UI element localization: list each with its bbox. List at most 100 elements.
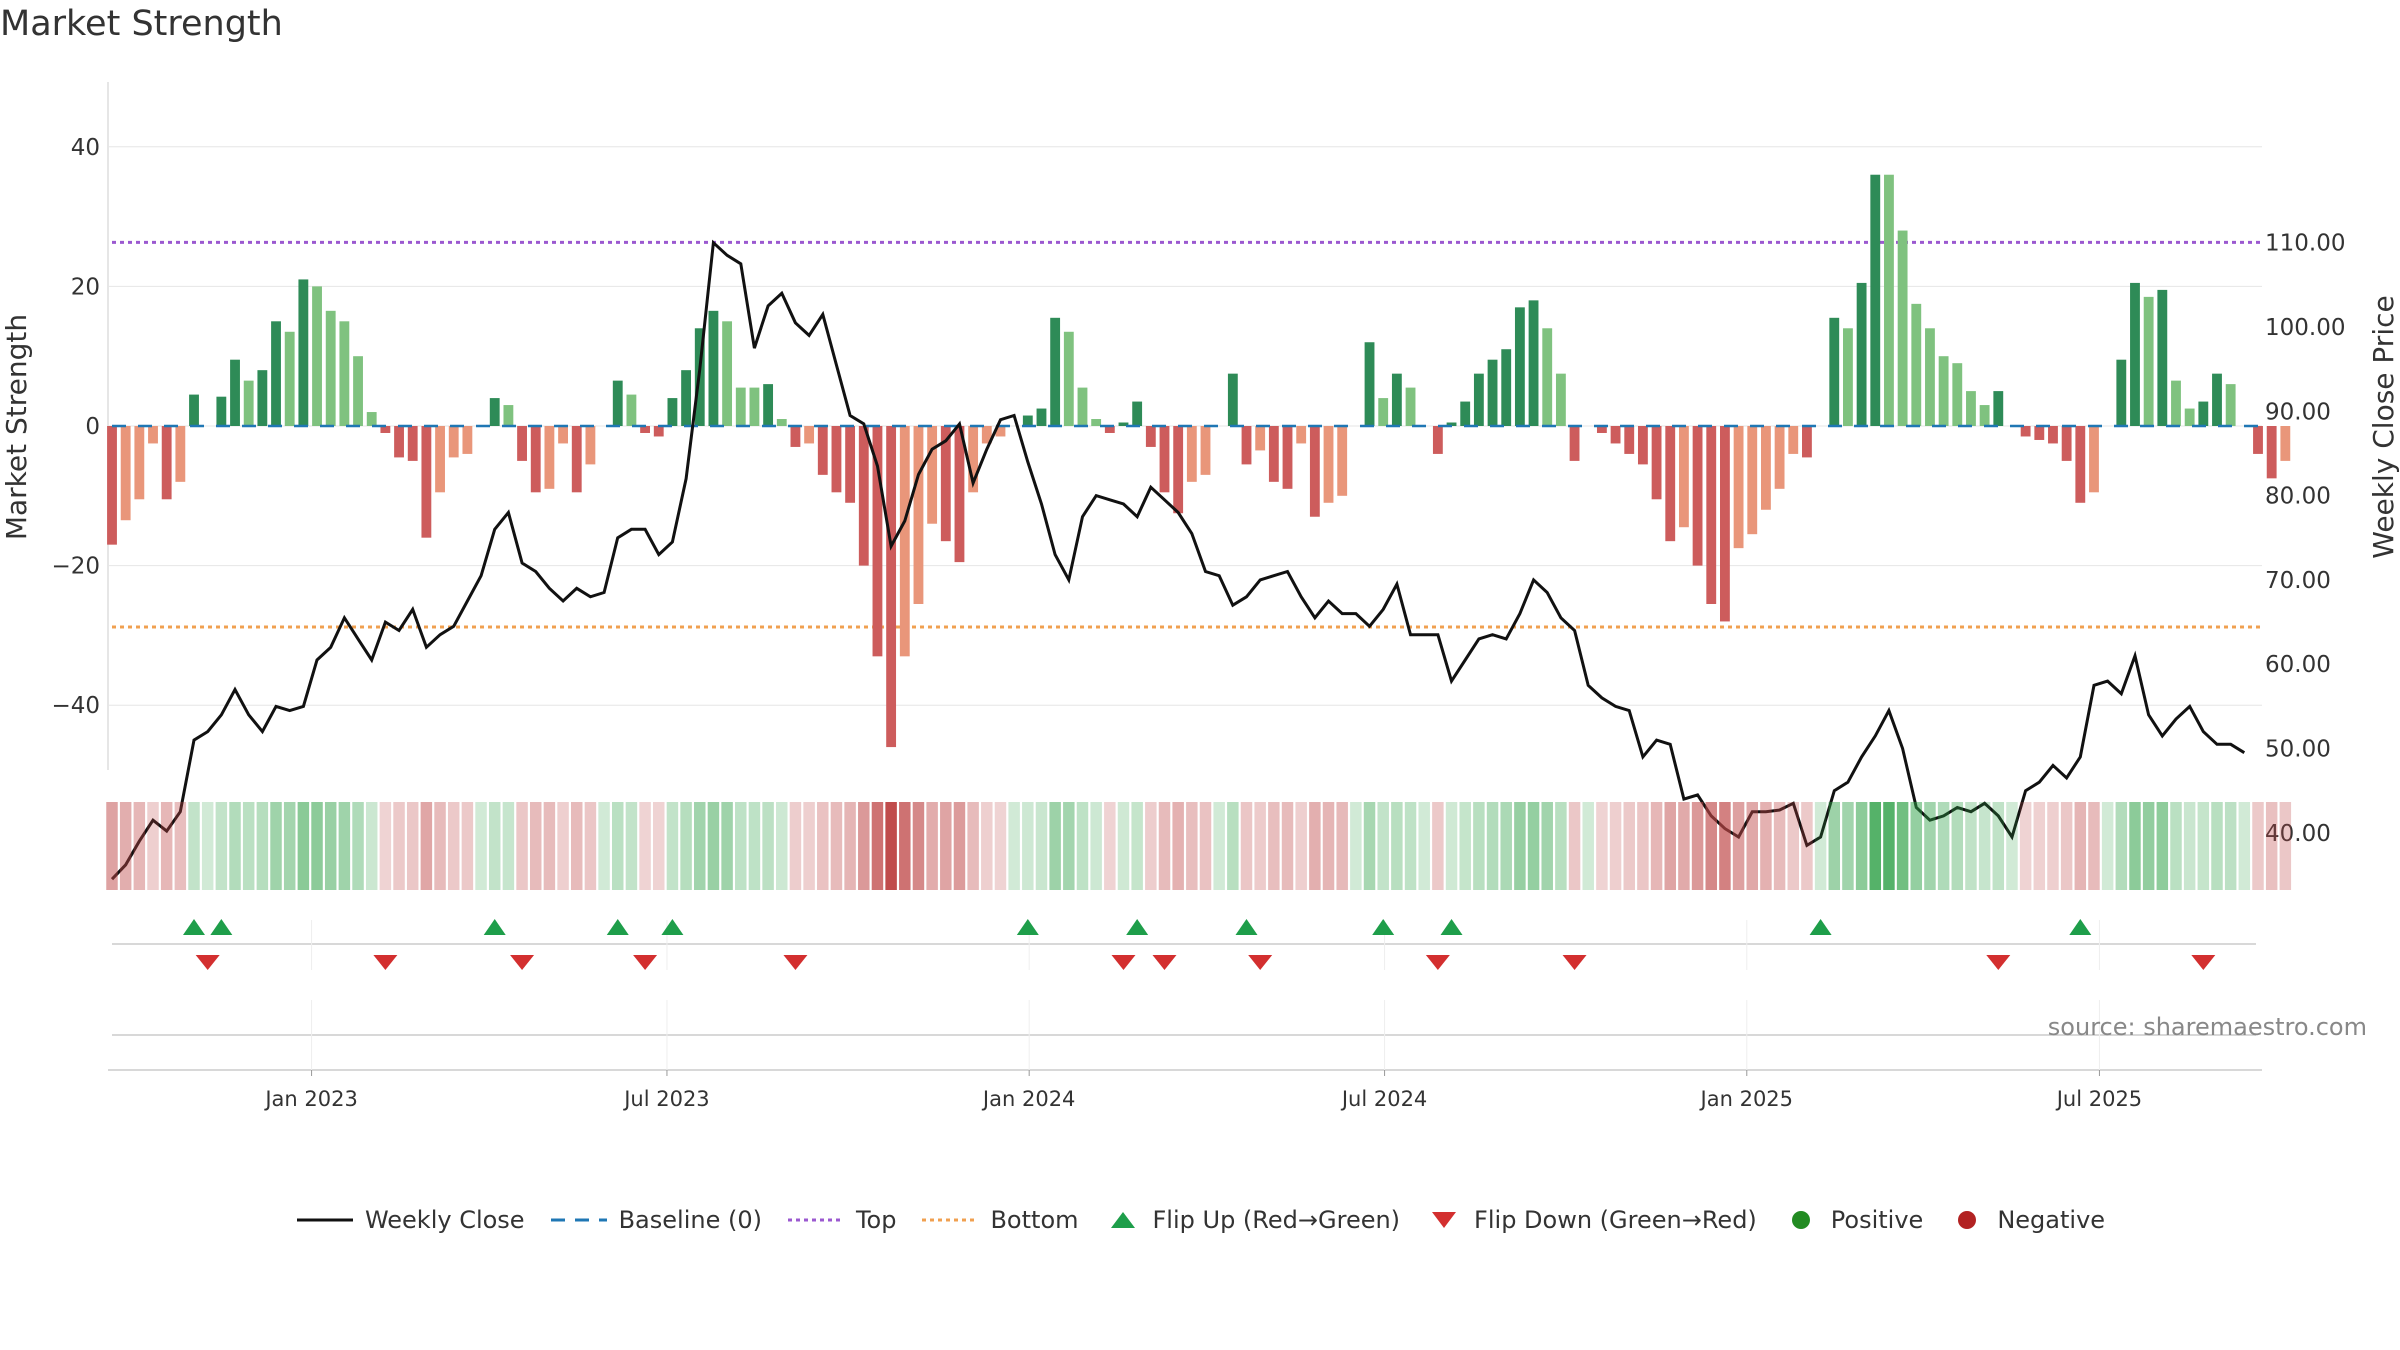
- heat-cell: [147, 802, 159, 890]
- strength-bar: [653, 426, 664, 437]
- flip-up-marker: [1372, 919, 1395, 935]
- right-tick-label: 60.00: [2265, 652, 2331, 678]
- strength-bar: [2089, 426, 2099, 493]
- strength-bar: [2061, 426, 2072, 461]
- strength-bars: [107, 174, 2291, 748]
- heat-cell: [2074, 802, 2087, 890]
- strength-bar: [749, 387, 760, 426]
- flip-up-marker: [1016, 919, 1039, 935]
- strength-bar: [189, 394, 199, 426]
- strength-bar: [1911, 303, 1922, 426]
- strength-bar: [1761, 426, 1771, 510]
- legend-item-flip-down[interactable]: Flip Down (Green→Red): [1424, 1206, 1757, 1234]
- left-tick-label: −40: [51, 693, 100, 719]
- heat-cell: [2115, 802, 2128, 890]
- legend-item-top[interactable]: Top: [786, 1206, 896, 1234]
- strength-bar: [503, 405, 514, 426]
- heat-cell: [1322, 802, 1335, 890]
- right-tick-label: 40.00: [2265, 821, 2331, 847]
- heat-cell: [434, 802, 446, 890]
- strength-bar: [2171, 380, 2181, 426]
- strength-bar: [1227, 373, 1238, 426]
- heat-cell: [188, 802, 200, 890]
- heat-cell: [1924, 802, 1936, 890]
- strength-bar: [817, 426, 828, 475]
- strength-bar: [1145, 426, 1156, 447]
- strength-bar: [1501, 349, 1512, 426]
- triangle-down-icon: [1432, 1212, 1457, 1228]
- flip-up-marker: [1126, 919, 1149, 935]
- heat-cell: [1158, 802, 1171, 890]
- strength-bar: [1514, 307, 1525, 426]
- flip-down-marker: [1248, 955, 1273, 970]
- legend-item-bottom[interactable]: Bottom: [920, 1206, 1079, 1234]
- strength-bar: [1255, 426, 1266, 451]
- heat-cell: [1637, 802, 1649, 890]
- heat-cell: [1773, 802, 1786, 890]
- strength-bar: [1706, 426, 1717, 604]
- strength-bar: [2266, 426, 2277, 479]
- strength-bar: [831, 426, 842, 493]
- legend-item-weekly-close[interactable]: Weekly Close: [295, 1206, 525, 1234]
- strength-bar: [858, 426, 869, 566]
- heat-cell: [1391, 802, 1403, 890]
- heat-cell: [256, 802, 269, 890]
- heat-cell: [2224, 802, 2237, 890]
- strength-bar: [1091, 419, 1102, 426]
- heat-cell: [2170, 802, 2182, 890]
- strength-bar: [1528, 300, 1539, 426]
- heat-cell: [1869, 802, 1882, 890]
- heat-cell: [1582, 802, 1594, 890]
- heat-cell: [639, 802, 651, 890]
- heat-cell: [1022, 802, 1034, 890]
- heat-cell: [1828, 802, 1841, 890]
- legend-item-positive[interactable]: Positive: [1781, 1206, 1923, 1234]
- flip-down-marker: [1111, 955, 1136, 970]
- heat-cell: [2006, 802, 2018, 890]
- legend-label: Negative: [1997, 1206, 2106, 1234]
- strength-bar: [1802, 426, 1812, 458]
- strength-bar: [995, 426, 1006, 437]
- strength-bar: [175, 426, 186, 482]
- strength-bar: [1378, 398, 1389, 426]
- strength-bar: [2034, 426, 2045, 440]
- heat-cell: [2211, 802, 2223, 890]
- strength-bar: [312, 286, 322, 426]
- legend-label: Flip Up (Red→Green): [1152, 1206, 1401, 1234]
- heat-cell: [1227, 802, 1239, 890]
- heat-cell: [297, 802, 310, 890]
- strength-bar: [1678, 426, 1689, 528]
- heat-cell: [1063, 802, 1075, 890]
- heat-cell: [1186, 802, 1198, 890]
- strength-bar: [1022, 415, 1033, 426]
- heat-cell: [160, 802, 173, 890]
- strength-bar: [708, 310, 719, 426]
- heat-cell: [1568, 802, 1581, 890]
- heat-cell: [2279, 802, 2292, 890]
- flip-down-marker: [510, 955, 535, 970]
- flip-up-marker: [661, 919, 684, 935]
- legend-item-baseline[interactable]: Baseline (0): [549, 1206, 762, 1234]
- heat-cell: [1473, 802, 1485, 890]
- heat-cell: [762, 802, 774, 890]
- source-label: source: sharemaestro.com: [2048, 1013, 2367, 1041]
- strength-bar: [968, 426, 979, 493]
- heat-cell: [543, 802, 556, 890]
- strength-bar: [927, 426, 938, 524]
- strength-bar: [1104, 426, 1115, 433]
- heat-cell: [694, 802, 706, 890]
- x-tick-label: Jul 2024: [1340, 1087, 1427, 1111]
- strength-bar: [571, 426, 582, 493]
- heat-cell: [1377, 802, 1389, 890]
- heat-cell: [2142, 802, 2155, 890]
- legend-item-flip-up[interactable]: Flip Up (Red→Green): [1103, 1206, 1401, 1234]
- legend-label: Weekly Close: [364, 1206, 525, 1234]
- flip-down-marker: [1152, 955, 1177, 970]
- legend-item-negative[interactable]: Negative: [1947, 1206, 2105, 1234]
- line-solid-icon: [296, 1218, 353, 1222]
- strength-bar: [271, 321, 281, 426]
- strength-bar: [1282, 426, 1293, 489]
- strength-bar: [107, 426, 117, 545]
- strength-bar: [735, 387, 746, 426]
- flip-up-marker: [606, 919, 629, 935]
